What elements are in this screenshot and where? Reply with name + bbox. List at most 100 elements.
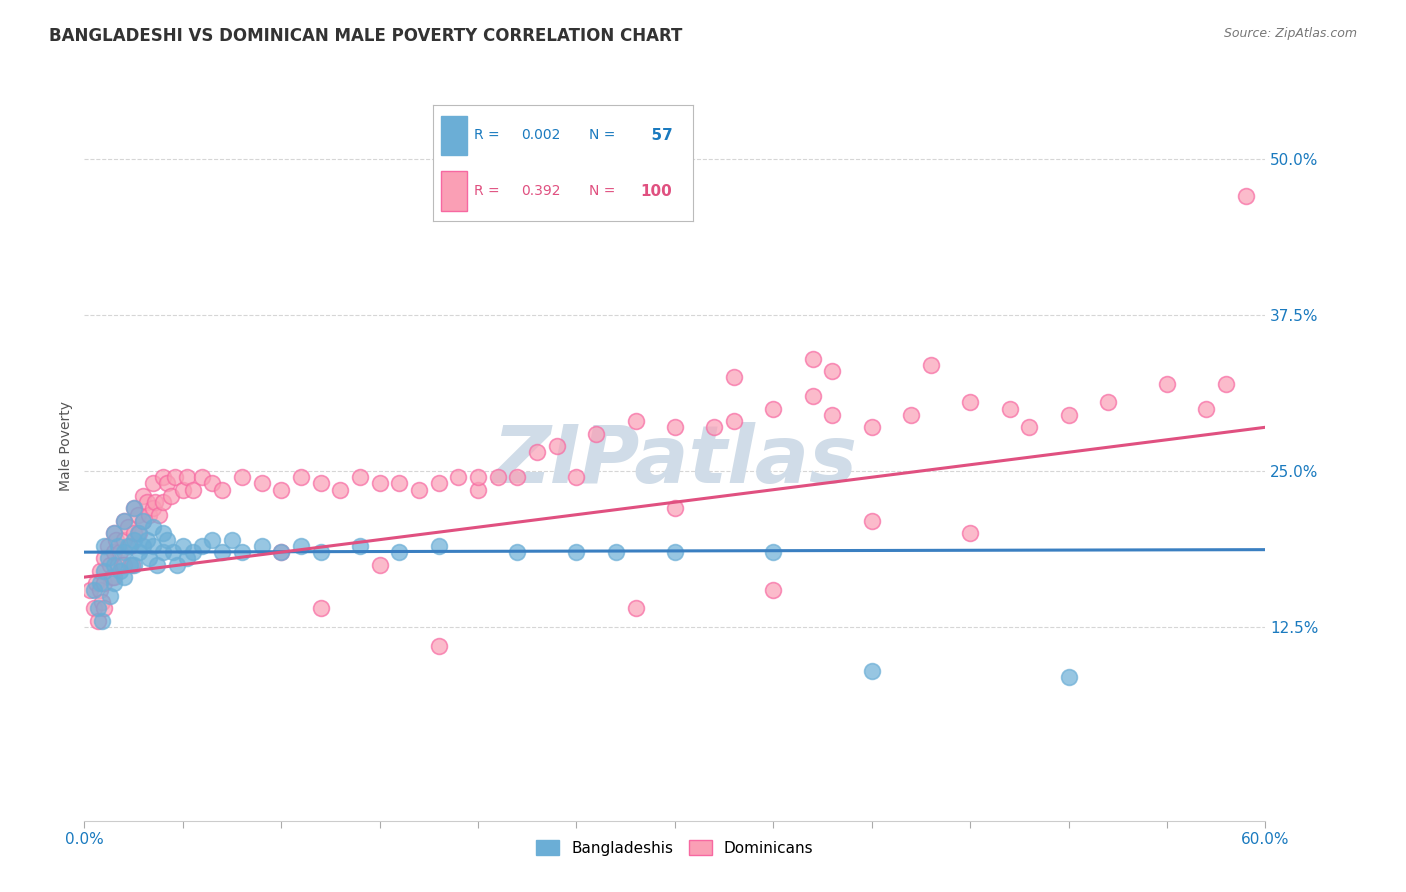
Point <box>112 558 135 572</box>
Point <box>108 545 131 559</box>
Point <box>138 508 160 522</box>
Point <box>181 483 204 497</box>
Point <box>427 639 450 653</box>
Point <box>624 414 647 428</box>
Point <box>176 470 198 484</box>
Point <box>762 545 785 559</box>
Point <box>1215 376 1237 391</box>
Point <box>506 545 529 559</box>
Point <box>1057 408 1080 422</box>
Point <box>605 545 627 559</box>
Point <box>148 508 170 522</box>
Point <box>142 520 165 534</box>
Point <box>368 558 391 572</box>
Point <box>201 476 224 491</box>
Point <box>1097 395 1119 409</box>
Point <box>160 489 183 503</box>
Point <box>1057 670 1080 684</box>
Point <box>163 470 186 484</box>
Point <box>1018 420 1040 434</box>
Point <box>486 470 509 484</box>
Point <box>211 483 233 497</box>
Point <box>565 470 588 484</box>
Point <box>1156 376 1178 391</box>
Point <box>127 526 149 541</box>
Point <box>201 533 224 547</box>
Point <box>821 408 844 422</box>
Point <box>959 395 981 409</box>
Point <box>142 539 165 553</box>
Point <box>132 514 155 528</box>
Point <box>84 576 107 591</box>
Point <box>93 576 115 591</box>
Point <box>1195 401 1218 416</box>
Point <box>127 508 149 522</box>
Point <box>172 483 194 497</box>
Point <box>920 358 942 372</box>
Point <box>998 401 1021 416</box>
Point <box>723 370 745 384</box>
Point <box>624 601 647 615</box>
Point <box>211 545 233 559</box>
Point <box>526 445 548 459</box>
Point <box>762 401 785 416</box>
Point <box>664 545 686 559</box>
Point <box>89 576 111 591</box>
Text: ZIPatlas: ZIPatlas <box>492 422 858 500</box>
Point <box>162 545 184 559</box>
Point <box>142 476 165 491</box>
Point <box>231 470 253 484</box>
Point <box>108 564 131 578</box>
Point <box>112 514 135 528</box>
Point <box>900 408 922 422</box>
Point <box>664 420 686 434</box>
Point <box>103 576 125 591</box>
Point <box>388 476 411 491</box>
Text: Source: ZipAtlas.com: Source: ZipAtlas.com <box>1223 27 1357 40</box>
Point <box>87 614 110 628</box>
Point <box>467 470 489 484</box>
Point <box>152 545 174 559</box>
Point <box>103 558 125 572</box>
Point <box>388 545 411 559</box>
Point <box>290 470 312 484</box>
Point <box>467 483 489 497</box>
Point <box>132 539 155 553</box>
Point <box>83 601 105 615</box>
Point <box>156 533 179 547</box>
Point <box>93 539 115 553</box>
Point <box>181 545 204 559</box>
Point <box>112 545 135 559</box>
Legend: Bangladeshis, Dominicans: Bangladeshis, Dominicans <box>530 833 820 862</box>
Point <box>166 558 188 572</box>
Point <box>565 545 588 559</box>
Point <box>103 526 125 541</box>
Point <box>860 420 883 434</box>
Point <box>143 495 166 509</box>
Point <box>87 601 110 615</box>
Point <box>104 533 127 547</box>
Point <box>191 470 214 484</box>
Point <box>368 476 391 491</box>
Point <box>122 533 145 547</box>
Point <box>128 526 150 541</box>
Point <box>152 526 174 541</box>
Point <box>959 526 981 541</box>
Text: BANGLADESHI VS DOMINICAN MALE POVERTY CORRELATION CHART: BANGLADESHI VS DOMINICAN MALE POVERTY CO… <box>49 27 682 45</box>
Point <box>152 495 174 509</box>
Point <box>152 470 174 484</box>
Point <box>821 364 844 378</box>
Point <box>270 545 292 559</box>
Point <box>172 539 194 553</box>
Point <box>103 526 125 541</box>
Point <box>91 614 114 628</box>
Point <box>176 551 198 566</box>
Point <box>97 551 120 566</box>
Point <box>447 470 470 484</box>
Point <box>349 470 371 484</box>
Point <box>156 476 179 491</box>
Point <box>93 551 115 566</box>
Point <box>91 595 114 609</box>
Point <box>118 558 141 572</box>
Point <box>117 520 139 534</box>
